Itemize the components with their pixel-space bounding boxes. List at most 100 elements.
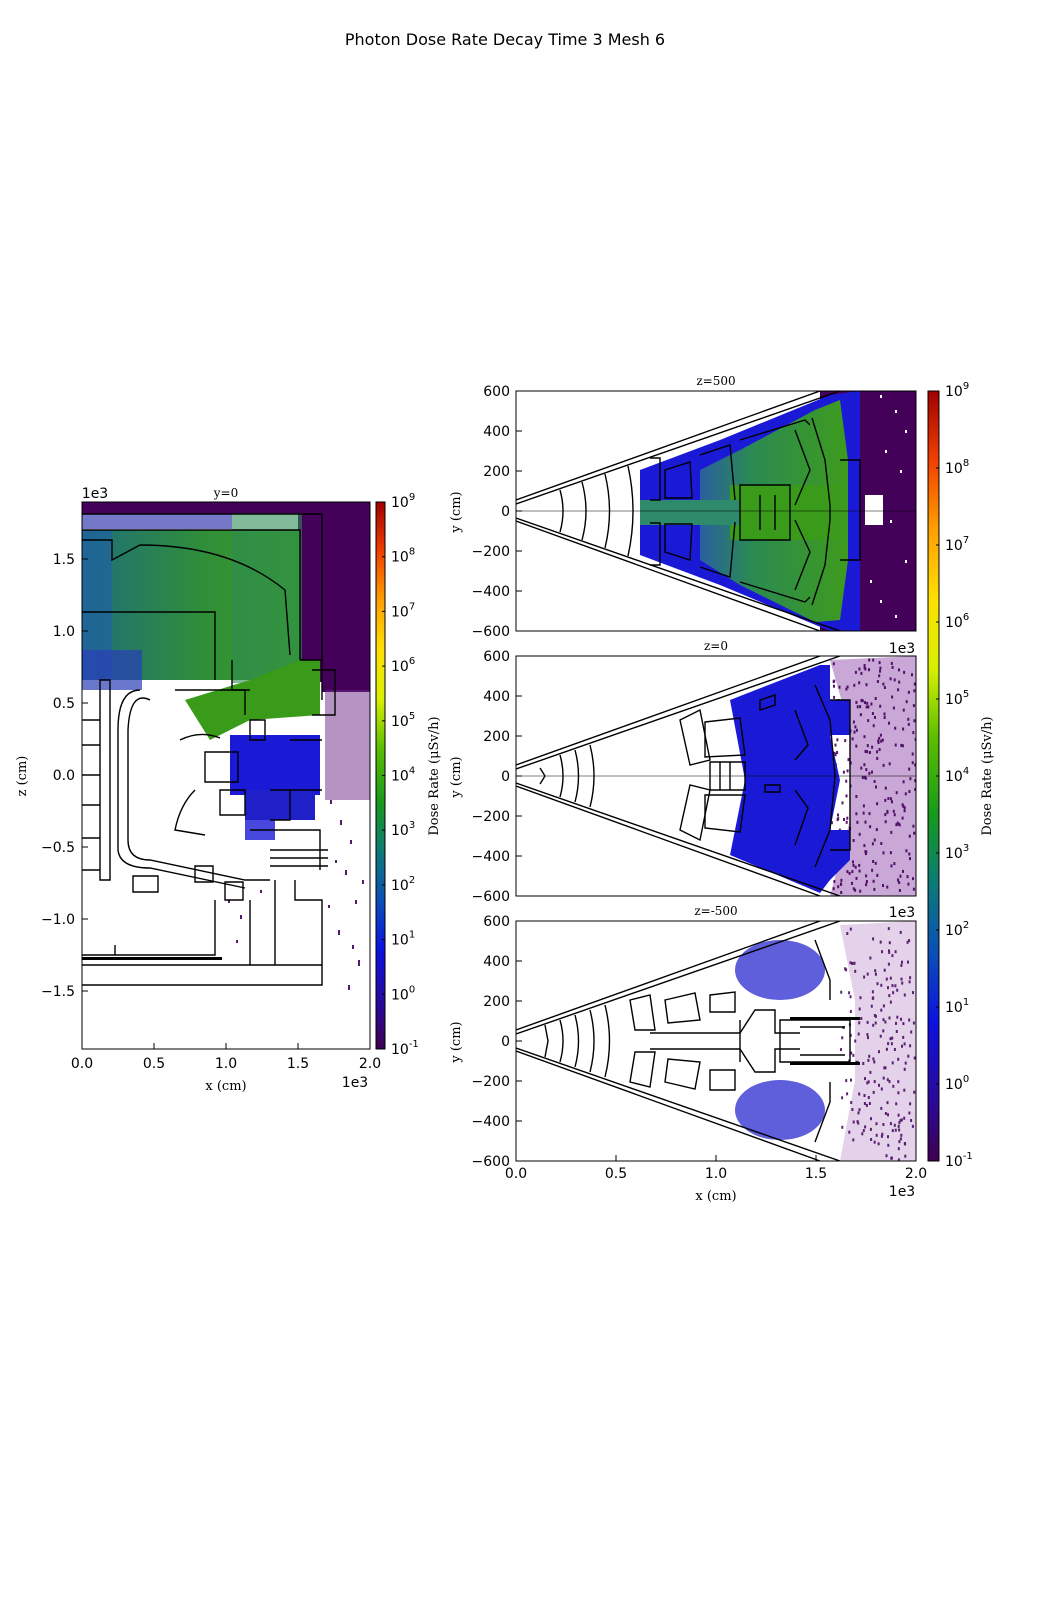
speckle-mark <box>857 1111 860 1115</box>
panel-y0-title: y=0 <box>213 486 238 500</box>
tick-label: −600 <box>472 1154 510 1170</box>
speckle-mark <box>852 720 855 724</box>
speckle-mark <box>882 763 885 767</box>
speckle-mark <box>903 1067 906 1071</box>
tick-label: 200 <box>483 994 510 1010</box>
speckle-mark <box>860 698 863 702</box>
speckle-mark <box>887 927 890 931</box>
speckle-mark <box>887 797 890 800</box>
speckle-mark <box>851 737 854 741</box>
speckle-mark <box>858 681 861 685</box>
speckle-mark <box>907 717 910 721</box>
speckle-mark <box>849 927 852 931</box>
speckle-mark <box>851 1108 854 1111</box>
speckle-mark <box>868 668 870 672</box>
speckle-mark <box>860 1017 863 1020</box>
speckle-mark <box>864 1125 867 1129</box>
speckle-mark <box>869 1070 872 1074</box>
speckle-mark <box>892 1084 895 1088</box>
speckle-mark <box>883 686 886 689</box>
speckle-mark <box>879 704 882 708</box>
speckle-mark <box>865 768 868 772</box>
speckle-mark <box>901 960 903 964</box>
speckle-mark <box>834 743 837 747</box>
speckle-mark <box>902 1022 905 1026</box>
speckle-mark <box>912 824 915 828</box>
speckle-mark <box>864 820 867 824</box>
speckle-mark <box>893 678 896 682</box>
speckle-mark <box>897 1147 900 1151</box>
speckle-mark <box>890 1156 893 1160</box>
speckle-mark <box>882 1123 885 1126</box>
speckle-mark <box>872 937 875 941</box>
panel-z500-yticks: 600 400 200 0 −200 −400 −600 <box>472 384 522 640</box>
speckle-mark <box>866 1081 869 1085</box>
speckle-mark <box>908 1111 911 1115</box>
speckle-mark <box>837 813 839 817</box>
speckle-mark <box>914 738 916 741</box>
speckle-mark <box>846 769 849 773</box>
tick-label: 0.0 <box>71 1056 93 1072</box>
speckle-mark <box>902 727 905 731</box>
speckle-mark <box>891 665 894 669</box>
panel-y0-ylabel: z (cm) <box>15 756 30 797</box>
panel-z0-ylabel: y (cm) <box>449 756 464 798</box>
tick-label: −600 <box>472 889 510 905</box>
speckle-mark <box>856 705 859 709</box>
speckle-mark <box>858 667 861 671</box>
speckle-mark <box>886 885 889 889</box>
speckle-mark <box>897 688 900 692</box>
colorbar-tick-label: 106 <box>391 656 415 675</box>
speckle-mark <box>892 991 895 995</box>
speckle-mark <box>893 1123 896 1127</box>
speckle-mark <box>836 738 839 742</box>
speckle-mark <box>900 963 903 967</box>
speckle-mark <box>908 980 911 984</box>
speckle-mark <box>852 1138 855 1142</box>
speckle-mark <box>879 1034 882 1038</box>
tick-label: 600 <box>483 384 510 400</box>
speckle-mark <box>912 1021 915 1025</box>
speckle-mark <box>868 771 871 775</box>
panel-z0: 600 400 200 0 −200 −400 −600 z=0 1e3 y (… <box>449 639 917 905</box>
speckle-mark <box>903 993 906 997</box>
speckle-mark <box>888 721 890 725</box>
panel-y0-heatmap <box>82 502 370 1049</box>
tick-label: −1.5 <box>41 984 75 1000</box>
speckle-mark <box>876 750 879 754</box>
speckle-mark <box>897 1091 900 1095</box>
speckle-mark <box>846 932 849 935</box>
speckle-mark <box>866 972 869 976</box>
speckle-mark <box>911 761 914 765</box>
speckle-mark <box>862 1129 865 1133</box>
speckle-mark <box>856 1120 859 1124</box>
speckle-mark <box>864 749 867 753</box>
tick-label: 400 <box>483 954 510 970</box>
speckle-mark <box>876 982 879 986</box>
speckle-mark <box>898 668 900 672</box>
speckle-mark <box>840 990 843 994</box>
speckle-mark <box>876 873 879 877</box>
speckle-mark <box>866 750 869 754</box>
speckle-mark <box>878 661 881 665</box>
speckle-mark <box>912 731 915 735</box>
speckle-mark <box>844 967 847 971</box>
speckle-mark <box>880 1087 883 1091</box>
speckle-mark <box>863 763 866 767</box>
speckle-mark <box>873 780 876 783</box>
speckle-mark <box>901 981 904 985</box>
speckle-mark <box>908 767 911 771</box>
speckle-mark <box>899 930 902 934</box>
speckle-mark <box>852 839 855 842</box>
speckle-mark <box>907 722 910 726</box>
speckle-mark <box>858 869 861 873</box>
speckle-mark <box>897 1057 900 1061</box>
speckle-mark <box>908 852 911 856</box>
tick-label: −400 <box>472 584 510 600</box>
speckle-mark <box>860 671 863 675</box>
speckle-mark <box>889 677 892 681</box>
tick-label: 200 <box>483 729 510 745</box>
speckle-mark <box>836 751 839 754</box>
colorbar-tick-label: 100 <box>391 984 415 1003</box>
panel-z500-ylabel: y (cm) <box>449 491 464 533</box>
